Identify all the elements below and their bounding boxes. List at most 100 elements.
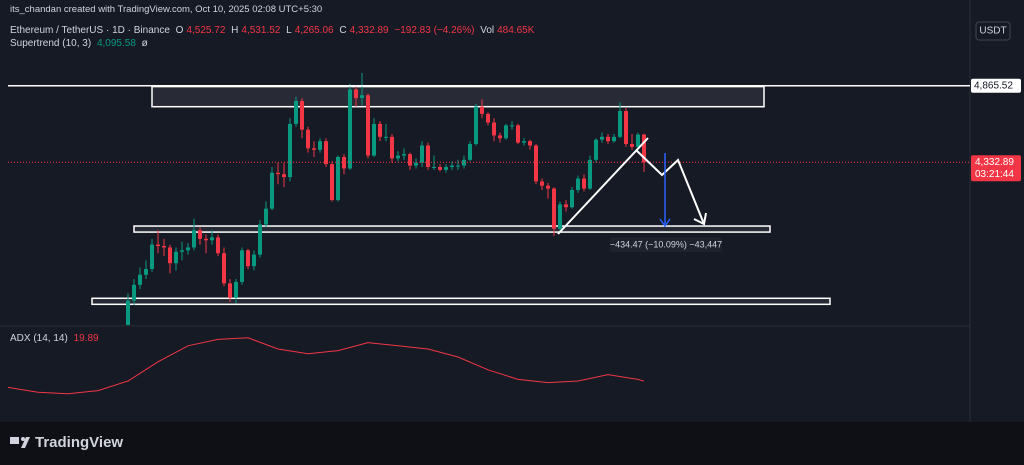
ohlc-value: 4,265.06 [294,25,334,36]
candle-body [198,230,202,239]
candle-body [600,136,604,140]
currency[interactable]: USDT [979,26,1006,37]
candle-body [156,244,160,247]
candle-body [504,125,508,139]
candle-body [204,238,208,241]
measure-arrow [610,153,722,252]
candle-body [282,174,286,178]
candle-body [390,136,394,159]
last-price-tag [971,155,1021,182]
candle-body [396,155,400,159]
candle-body [144,268,148,275]
brand: TradingView [35,434,123,451]
level-zone [133,225,771,233]
candle-body [234,281,238,298]
measure-label: −434.47 (−10.09%) −43,447 [610,239,722,249]
candle-body [612,136,616,142]
candle-body [174,251,178,264]
candle-body [258,224,262,255]
candle-body [564,204,568,208]
ohlc-value: 4,531.52 [241,25,281,36]
adx-row: ADX (14, 14) 19.89 [10,333,102,344]
candle-body [318,141,322,150]
candle-body [270,172,274,209]
countdown: 03:21:44 [975,169,1014,180]
candle-body [312,148,316,150]
candle-body [486,113,490,123]
candle-body [180,250,184,252]
candle-body [630,144,634,147]
candle-body [324,141,328,165]
price-line-tag [971,78,1021,93]
candle-body [222,253,226,284]
candle-body [294,100,298,124]
candle-body [546,185,550,189]
ohlc-key: C [339,25,347,36]
indicator-value: 4,095.58 [96,38,136,49]
brand-logo [10,437,30,448]
candle-body [618,111,622,137]
candle-body [570,190,574,208]
symbol-row: Ethereum / TetherUS · 1D · Binance O 4,52… [10,25,537,36]
candle-body [576,178,580,190]
candle-body [138,274,142,285]
candle-body [126,300,130,325]
candle-body [498,135,502,139]
change: −192.83 (−4.26%) [394,25,475,36]
vol: 484.65K [497,25,535,36]
candle-body [588,159,592,189]
candle-body [306,129,310,149]
candle-body [186,247,190,251]
credit: its_chandan created with TradingView.com… [10,4,323,15]
indicator-flag: ø [141,38,148,49]
level-zone [151,85,765,108]
candle-body [330,164,334,201]
last-price-label: 4,332.89 [975,157,1014,168]
currency-box[interactable] [975,21,1011,41]
drawing-arrows [557,137,707,235]
candle-body [264,208,268,225]
candle-body [444,167,448,170]
candle-body [366,95,370,156]
candle-body [636,134,640,147]
candle-body [552,188,556,229]
candle-body [438,167,442,170]
candle-body [468,144,472,160]
candle-body [522,141,526,143]
candle-body [354,89,358,99]
adx-line [7,337,645,395]
candle-body [516,125,520,143]
candle-body [474,106,478,145]
candle-body [372,123,376,156]
candle-body [360,95,364,99]
candle-body [162,246,166,248]
candle-body [336,156,340,201]
level-zone [91,297,831,306]
candle-body [420,145,424,163]
candle-body [528,141,532,146]
candle-body [510,125,514,127]
indicator-name: Supertrend (10, 3) [10,38,92,49]
candle-body [624,111,628,145]
candle-body [594,139,598,160]
candle-body [252,254,256,267]
candle-body [228,283,232,298]
indicator-name: ADX (14, 14) [10,333,68,344]
candle-body [150,244,154,269]
candle-body [414,162,418,166]
supertrend-row: Supertrend (10, 3) 4,095.58 ø [10,38,151,49]
ohlc-key: H [231,25,239,36]
candle-body [480,106,484,114]
candle-body [246,250,250,267]
candle-body [456,165,460,167]
candle-body [558,204,562,229]
ohlc-key: O [175,25,184,36]
ohlc-value: 4,525.72 [186,25,226,36]
candle-body [240,250,244,282]
candle-body [426,145,430,168]
candle-body [378,123,382,137]
candle-body [132,284,136,301]
candle-body [642,134,646,163]
